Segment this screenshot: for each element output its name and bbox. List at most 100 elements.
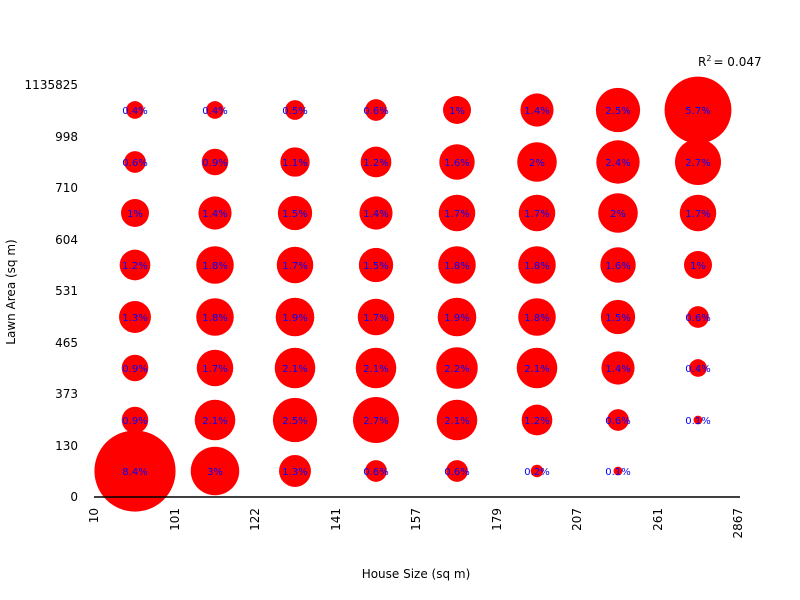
bubble-label: 1.7%: [363, 313, 388, 324]
bubble: [201, 148, 229, 176]
bubble-label: 2%: [529, 158, 545, 169]
x-tick-label: 179: [490, 508, 504, 531]
bubble-label: 1.5%: [605, 313, 630, 324]
bubble: [365, 99, 387, 121]
bubble-label: 0.1%: [605, 467, 630, 478]
bubble-label: 0.6%: [605, 416, 630, 427]
y-tick-label: 373: [55, 387, 78, 401]
bubble: [693, 415, 703, 425]
bubble-label: 1.2%: [122, 261, 147, 272]
bubble: [687, 306, 709, 328]
bubble-label: 1%: [690, 261, 706, 272]
y-tick-label: 604: [55, 233, 78, 247]
bubble-label: 1%: [127, 209, 143, 220]
bubble: [365, 460, 387, 482]
bubble: [355, 347, 397, 389]
bubble: [446, 460, 468, 482]
bubble-label: 1.8%: [202, 261, 227, 272]
bubble: [518, 298, 556, 336]
bubble: [198, 196, 232, 230]
bubble-label: 0.6%: [444, 467, 469, 478]
bubble: [598, 193, 638, 233]
bubble-label: 1.7%: [524, 209, 549, 220]
bubble: [206, 101, 224, 119]
bubble: [613, 466, 623, 476]
bubble-label: 2.1%: [444, 416, 469, 427]
bubble-label: 0.4%: [685, 364, 710, 375]
bubble-label: 1.8%: [202, 313, 227, 324]
bubble: [520, 93, 554, 127]
cell-labels-layer: 8.4% 3% 1.3% 0.6% 0.6% 0.2% 0.1% 0.9% 2.1% 2.5% 2.…: [122, 106, 710, 478]
bubble-label: 0.6%: [685, 313, 710, 324]
y-tick-label: 0: [70, 490, 78, 504]
bubble: [196, 349, 234, 387]
bubble-label: 1.3%: [282, 467, 307, 478]
bubble-label: 2%: [610, 209, 626, 220]
bubble-label: 2.5%: [605, 106, 630, 117]
bubble: [600, 247, 636, 283]
bubble: [119, 301, 151, 333]
bubble-label: 0.6%: [363, 467, 388, 478]
x-axis-title: House Size (sq m): [362, 567, 471, 581]
bubble-label: 2.4%: [605, 158, 630, 169]
bubble-label: 0.6%: [363, 106, 388, 117]
bubble: [358, 247, 394, 283]
bubble-label: 0.9%: [202, 158, 227, 169]
bubble: [119, 249, 151, 281]
bubble: [357, 298, 395, 336]
bubble-label: 0.6%: [122, 158, 147, 169]
bubble: [190, 446, 240, 496]
bubble-label: 1.7%: [202, 364, 227, 375]
bubble-label: 1.2%: [363, 158, 388, 169]
bubble: [196, 298, 234, 336]
bubble: [121, 199, 149, 227]
bubble-label: 1.4%: [363, 209, 388, 220]
bubble-label: 0.2%: [524, 467, 549, 478]
bubble: [276, 246, 314, 284]
bubble: [675, 139, 721, 185]
bubble-label: 1.7%: [444, 209, 469, 220]
bubble: [126, 101, 144, 119]
bubble-label: 8.4%: [122, 467, 147, 478]
bubble-label: 1.6%: [444, 158, 469, 169]
bubble-label: 3%: [207, 467, 223, 478]
bubble-label: 1.4%: [202, 209, 227, 220]
bubble: [439, 144, 475, 180]
bubble: [684, 251, 712, 279]
bubble-label: 1.5%: [363, 261, 388, 272]
bubble: [359, 196, 393, 230]
y-tick-label: 1135825: [25, 78, 78, 92]
bubble: [518, 194, 556, 232]
bubble: [272, 397, 318, 443]
bubble-label: 1.5%: [282, 209, 307, 220]
y-tick-label: 130: [55, 439, 78, 453]
bubble-label: 2.1%: [202, 416, 227, 427]
bubble: [121, 354, 149, 382]
bubble: [689, 359, 707, 377]
bubble-label: 2.7%: [685, 158, 710, 169]
x-tick-label: 122: [248, 508, 262, 531]
bubble: [353, 397, 399, 443]
bubble: [530, 464, 544, 478]
bubble-label: 0.1%: [685, 416, 710, 427]
bubble-label: 2.1%: [282, 364, 307, 375]
y-tick-label: 710: [55, 181, 78, 195]
bubble-label: 2.5%: [282, 416, 307, 427]
x-tick-label: 157: [409, 508, 423, 531]
bubble: [438, 246, 476, 284]
bubble-label: 1.4%: [605, 364, 630, 375]
bubble: [94, 430, 176, 512]
bubble-label: 2.2%: [444, 364, 469, 375]
bubble-label: 0.4%: [122, 106, 147, 117]
bubble: [121, 406, 149, 434]
bubble: [438, 194, 476, 232]
y-axis-title: Lawn Area (sq m): [4, 239, 18, 344]
bubble-label: 1.7%: [282, 261, 307, 272]
bubble: [436, 399, 478, 441]
bubble-label: 1.8%: [524, 313, 549, 324]
y-tick-label: 998: [55, 130, 78, 144]
bubble: [196, 246, 234, 284]
r-squared-annotation: R2 = 0.047: [698, 54, 762, 69]
bubble-label: 5.7%: [685, 106, 710, 117]
